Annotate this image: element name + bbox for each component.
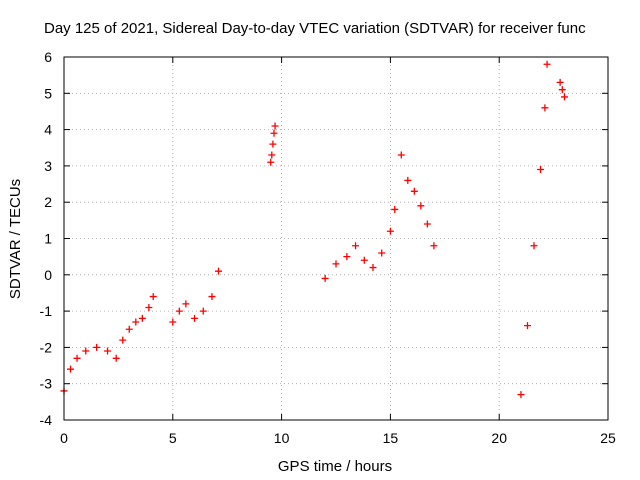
series-cluster-5-7h	[169, 267, 222, 326]
data-point	[378, 249, 386, 257]
series-cluster-23h	[556, 78, 568, 101]
data-point	[541, 104, 549, 112]
data-point	[397, 151, 405, 159]
data-point	[523, 322, 531, 330]
y-tick-label: -2	[40, 339, 53, 355]
x-tick-label: 25	[600, 430, 616, 446]
x-tick-label: 15	[383, 430, 399, 446]
data-point	[149, 293, 157, 301]
x-tick-label: 5	[169, 430, 177, 446]
data-point	[125, 325, 133, 333]
data-point	[386, 227, 394, 235]
data-point	[369, 264, 377, 272]
data-point	[530, 242, 538, 250]
y-tick-label: -4	[40, 412, 53, 428]
data-point	[199, 307, 207, 315]
data-point	[537, 166, 545, 174]
series-cluster-21-22h	[517, 60, 551, 399]
x-axis-label: GPS time / hours	[278, 458, 392, 475]
y-tick-label: 1	[44, 231, 52, 247]
data-point	[208, 293, 216, 301]
grid-lines	[64, 57, 608, 420]
data-point	[404, 176, 412, 184]
data-point	[132, 318, 140, 326]
data-point	[332, 260, 340, 268]
data-point	[67, 365, 75, 373]
data-point	[268, 151, 276, 159]
series-cluster-0-4h	[60, 343, 120, 395]
data-point	[410, 187, 418, 195]
y-tick-label: 6	[44, 49, 52, 65]
data-point	[104, 347, 112, 355]
series-cluster-3-4h	[119, 293, 157, 344]
data-point	[517, 391, 525, 399]
data-point	[270, 129, 278, 137]
data-point	[145, 303, 153, 311]
series-cluster-12-15h	[321, 227, 394, 282]
chart-title: Day 125 of 2021, Sidereal Day-to-day VTE…	[44, 20, 586, 37]
y-tick-label: 5	[44, 85, 52, 101]
y-tick-label: 0	[44, 267, 52, 283]
series-cluster-9.6h	[267, 122, 279, 166]
y-axis-label: SDTVAR / TECUs	[7, 179, 24, 299]
data-point	[191, 314, 199, 322]
data-point	[430, 242, 438, 250]
x-tick-label: 0	[60, 430, 68, 446]
data-point	[169, 318, 177, 326]
data-point	[352, 242, 360, 250]
data-point	[182, 300, 190, 308]
y-tick-labels: -4 -3 -2 -1 0 1 2 3 4 5 6	[40, 49, 53, 428]
x-tick-labels: 0 5 10 15 20 25	[60, 430, 616, 446]
data-point	[175, 307, 183, 315]
data-point	[360, 256, 368, 264]
data-point	[391, 205, 399, 213]
data-point	[267, 158, 275, 166]
data-point	[214, 267, 222, 275]
data-point	[93, 343, 101, 351]
y-tick-label: -1	[40, 303, 53, 319]
y-tick-label: -3	[40, 376, 53, 392]
data-point	[73, 354, 81, 362]
data-point	[119, 336, 127, 344]
data-point	[82, 347, 90, 355]
data-point	[558, 86, 566, 94]
data-point	[560, 93, 568, 101]
data-point	[269, 140, 277, 148]
x-tick-label: 20	[491, 430, 507, 446]
data-point	[343, 253, 351, 261]
x-tick-label: 10	[274, 430, 290, 446]
y-tick-label: 2	[44, 194, 52, 210]
plot-frame	[63, 56, 609, 421]
series-cluster-15-17h	[391, 151, 438, 250]
data-point	[543, 60, 551, 68]
data-point	[112, 354, 120, 362]
data-point	[417, 202, 425, 210]
data-point	[271, 122, 279, 130]
data-point	[138, 314, 146, 322]
data-point	[556, 78, 564, 86]
y-tick-label: 4	[44, 122, 52, 138]
y-tick-label: 3	[44, 158, 52, 174]
data-point	[321, 274, 329, 282]
data-point	[423, 220, 431, 228]
